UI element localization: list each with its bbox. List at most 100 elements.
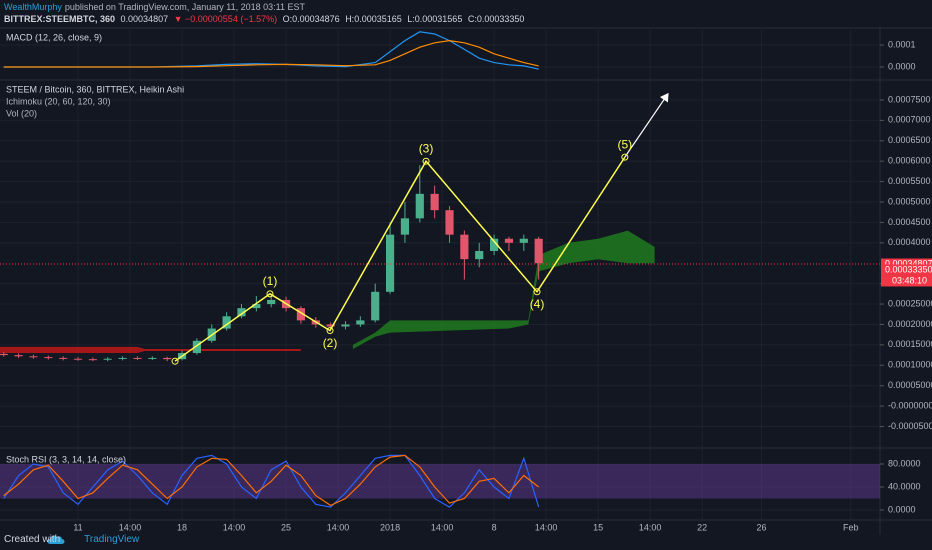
candle-body bbox=[133, 357, 142, 359]
footer-text: Created with bbox=[4, 534, 61, 545]
wave-label: (2) bbox=[323, 336, 338, 350]
candle-body bbox=[534, 238, 543, 264]
y-tick-label: 0.0005000 bbox=[888, 196, 931, 206]
panel-title: STEEM / Bitcoin, 360, BITTREX, Heikin As… bbox=[6, 84, 184, 94]
symbol: BITTREX:STEEMBTC, 360 bbox=[4, 14, 116, 24]
wave-label: (1) bbox=[263, 274, 278, 288]
candle-body bbox=[192, 340, 201, 354]
candle-body bbox=[118, 357, 127, 359]
candle-body bbox=[44, 357, 53, 359]
ohlc: H:0.00035165 bbox=[345, 14, 402, 24]
y-tick-label: 0.00005000 bbox=[888, 380, 932, 390]
wave-point bbox=[533, 288, 541, 296]
y-tick-label: 0.00010000 bbox=[888, 360, 932, 370]
candle-body bbox=[73, 358, 83, 360]
price-marker-label: 0.00034807 bbox=[885, 258, 932, 268]
candle-body bbox=[296, 308, 305, 321]
panel-title: Stoch RSI (3, 3, 14, 14, close) bbox=[6, 454, 126, 464]
candle-body bbox=[490, 238, 499, 251]
y-tick-label: 0.0004500 bbox=[888, 217, 931, 227]
ohlc: C:0.00033350 bbox=[467, 14, 525, 24]
y-tick-label: 0.0006500 bbox=[888, 135, 931, 145]
x-tick-label: 14:00 bbox=[639, 522, 662, 532]
x-tick-label: Feb bbox=[843, 522, 859, 532]
x-tick-label: 26 bbox=[757, 522, 767, 532]
candle-body bbox=[445, 210, 454, 235]
y-tick-label: 0.0007500 bbox=[888, 94, 931, 104]
logo bbox=[47, 535, 65, 544]
candle-body bbox=[504, 238, 514, 243]
y-tick-label: 0.00025000 bbox=[888, 298, 932, 308]
x-tick-label: 18 bbox=[177, 522, 187, 532]
candle-body bbox=[222, 316, 231, 329]
x-tick-label: 25 bbox=[281, 522, 291, 532]
y-tick-label: 0.00020000 bbox=[888, 319, 932, 329]
y-tick-label: 40.0000 bbox=[888, 481, 921, 491]
published: published on TradingView.com, January 11… bbox=[64, 2, 306, 12]
x-tick-label: 14:00 bbox=[119, 522, 142, 532]
candle-body bbox=[252, 304, 261, 309]
y-tick-label: 0.0007000 bbox=[888, 115, 931, 125]
ichimoku-cloud bbox=[0, 346, 301, 353]
series-line bbox=[3, 39, 539, 68]
change: ▼ −0.00000554 (−1.57%) bbox=[173, 14, 278, 24]
y-tick-label: 0.00015000 bbox=[888, 339, 932, 349]
wave-point bbox=[422, 157, 430, 165]
candle-body bbox=[0, 353, 8, 356]
wave-label: (5) bbox=[618, 137, 633, 151]
wave-point bbox=[326, 327, 334, 335]
x-tick-label: 2018 bbox=[380, 522, 400, 532]
footer: Created with TradingView bbox=[4, 534, 139, 545]
candle-body bbox=[237, 308, 246, 317]
y-tick-label: 0.0001 bbox=[888, 39, 916, 49]
series-line bbox=[3, 454, 540, 508]
candle-body bbox=[326, 324, 335, 327]
x-tick-label: 22 bbox=[697, 522, 707, 532]
y-tick-label: 0.0004000 bbox=[888, 237, 931, 247]
ohlc: O:0.00034876 bbox=[282, 14, 340, 24]
y-tick-label: 0.0005500 bbox=[888, 176, 931, 186]
author[interactable]: WealthMurphy bbox=[4, 2, 62, 12]
countdown-box bbox=[881, 275, 932, 287]
wave-label: (3) bbox=[419, 141, 434, 155]
symbol-line: BITTREX:STEEMBTC, 360 0.00034807 ▼ −0.00… bbox=[4, 14, 527, 24]
series-line bbox=[3, 454, 540, 507]
candle-body bbox=[29, 356, 38, 358]
x-tick-label: 14:00 bbox=[327, 522, 350, 532]
indicator-label: Ichimoku (20, 60, 120, 30) bbox=[6, 96, 111, 106]
price-marker bbox=[881, 264, 932, 276]
candle-body bbox=[163, 357, 172, 360]
x-tick-label: 11 bbox=[73, 522, 82, 532]
candle-body bbox=[59, 357, 68, 359]
x-tick-label: 14:00 bbox=[223, 522, 246, 532]
projection-arrow bbox=[624, 92, 669, 158]
candle-body bbox=[415, 193, 424, 219]
candle-body bbox=[385, 234, 395, 292]
wave-point bbox=[171, 357, 179, 365]
candle-body bbox=[148, 357, 157, 359]
candle-body bbox=[341, 324, 350, 327]
y-tick-label: 0.0000 bbox=[888, 61, 916, 71]
countdown: 03:48:10 bbox=[892, 275, 927, 285]
indicator-label: Vol (20) bbox=[6, 108, 37, 118]
candle-body bbox=[356, 320, 365, 325]
candle-body bbox=[430, 193, 439, 211]
candle-body bbox=[14, 355, 23, 357]
y-tick-label: 80.0000 bbox=[888, 458, 921, 468]
brand[interactable]: TradingView bbox=[84, 534, 140, 545]
x-tick-label: 14:00 bbox=[535, 522, 558, 532]
price-marker bbox=[881, 258, 932, 270]
candle-body bbox=[371, 291, 380, 321]
ohlc: L:0.00031565 bbox=[407, 14, 463, 24]
wave-point bbox=[621, 153, 629, 161]
x-tick-label: 8 bbox=[492, 522, 497, 532]
wave-line bbox=[174, 156, 626, 362]
ichimoku-cloud bbox=[352, 230, 655, 349]
y-tick-label: -0.00005000 bbox=[888, 421, 932, 431]
y-tick-label: -0.00000000 bbox=[888, 400, 932, 410]
header-line: WealthMurphy published on TradingView.com… bbox=[4, 2, 308, 12]
price-marker-label: 0.00033350 bbox=[885, 264, 932, 274]
y-tick-label: 0.0006000 bbox=[888, 156, 931, 166]
